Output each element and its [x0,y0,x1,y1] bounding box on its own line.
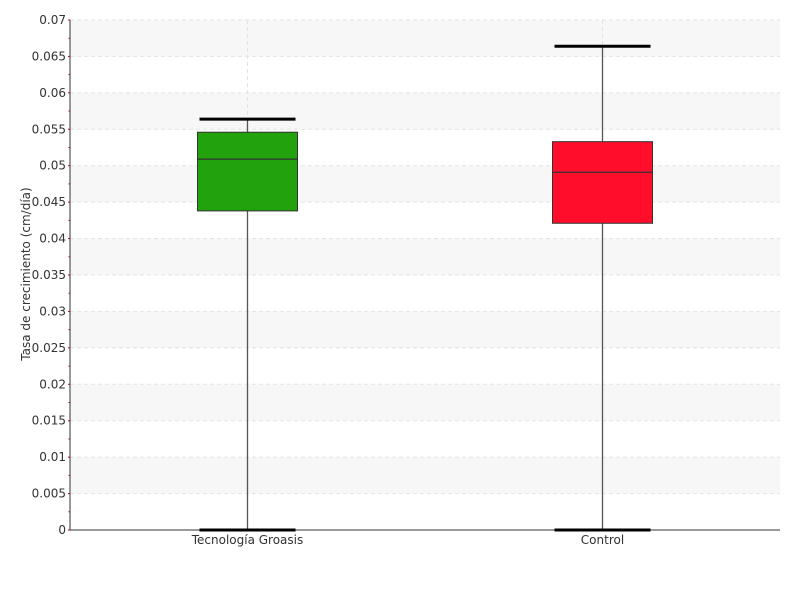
grid-band [70,384,780,421]
y-tick-label: 0.04 [39,232,66,246]
y-tick-label: 0.01 [39,450,66,464]
y-axis-label: Tasa de crecimiento (cm/día) [19,187,33,361]
grid-band [70,20,780,57]
grid-band [70,311,780,348]
x-tick-label: Tecnología Groasis [191,533,304,547]
grid-band [70,92,780,130]
y-tick-label: 0.035 [32,268,66,282]
box [197,131,298,212]
grid-band [70,238,780,275]
boxes [197,44,653,532]
y-tick-label: 0 [58,523,66,537]
grid-band [70,457,780,494]
grid-band [70,165,780,203]
y-tick-label: 0.05 [39,159,66,173]
y-tick-label: 0.065 [32,49,66,63]
y-tick-label: 0.02 [39,377,66,391]
y-tick-label: 0.005 [32,487,66,501]
box [552,141,653,224]
background-bands [70,20,780,494]
y-axis: 0 0.005 0.01 0.015 0.02 0.025 0.03 0.035 0.04 0.0… [32,13,71,537]
y-tick-label: 0.055 [32,122,66,136]
y-tick-label: 0.045 [32,195,66,209]
x-axis: Tecnología Groasis Control [70,529,780,547]
y-tick-label: 0.06 [39,86,66,100]
y-tick-label: 0.07 [39,13,66,27]
y-tick-label: 0.025 [32,341,66,355]
x-tick-label: Control [581,533,624,547]
y-tick-label: 0.015 [32,414,66,428]
y-tick-label: 0.03 [39,304,66,318]
